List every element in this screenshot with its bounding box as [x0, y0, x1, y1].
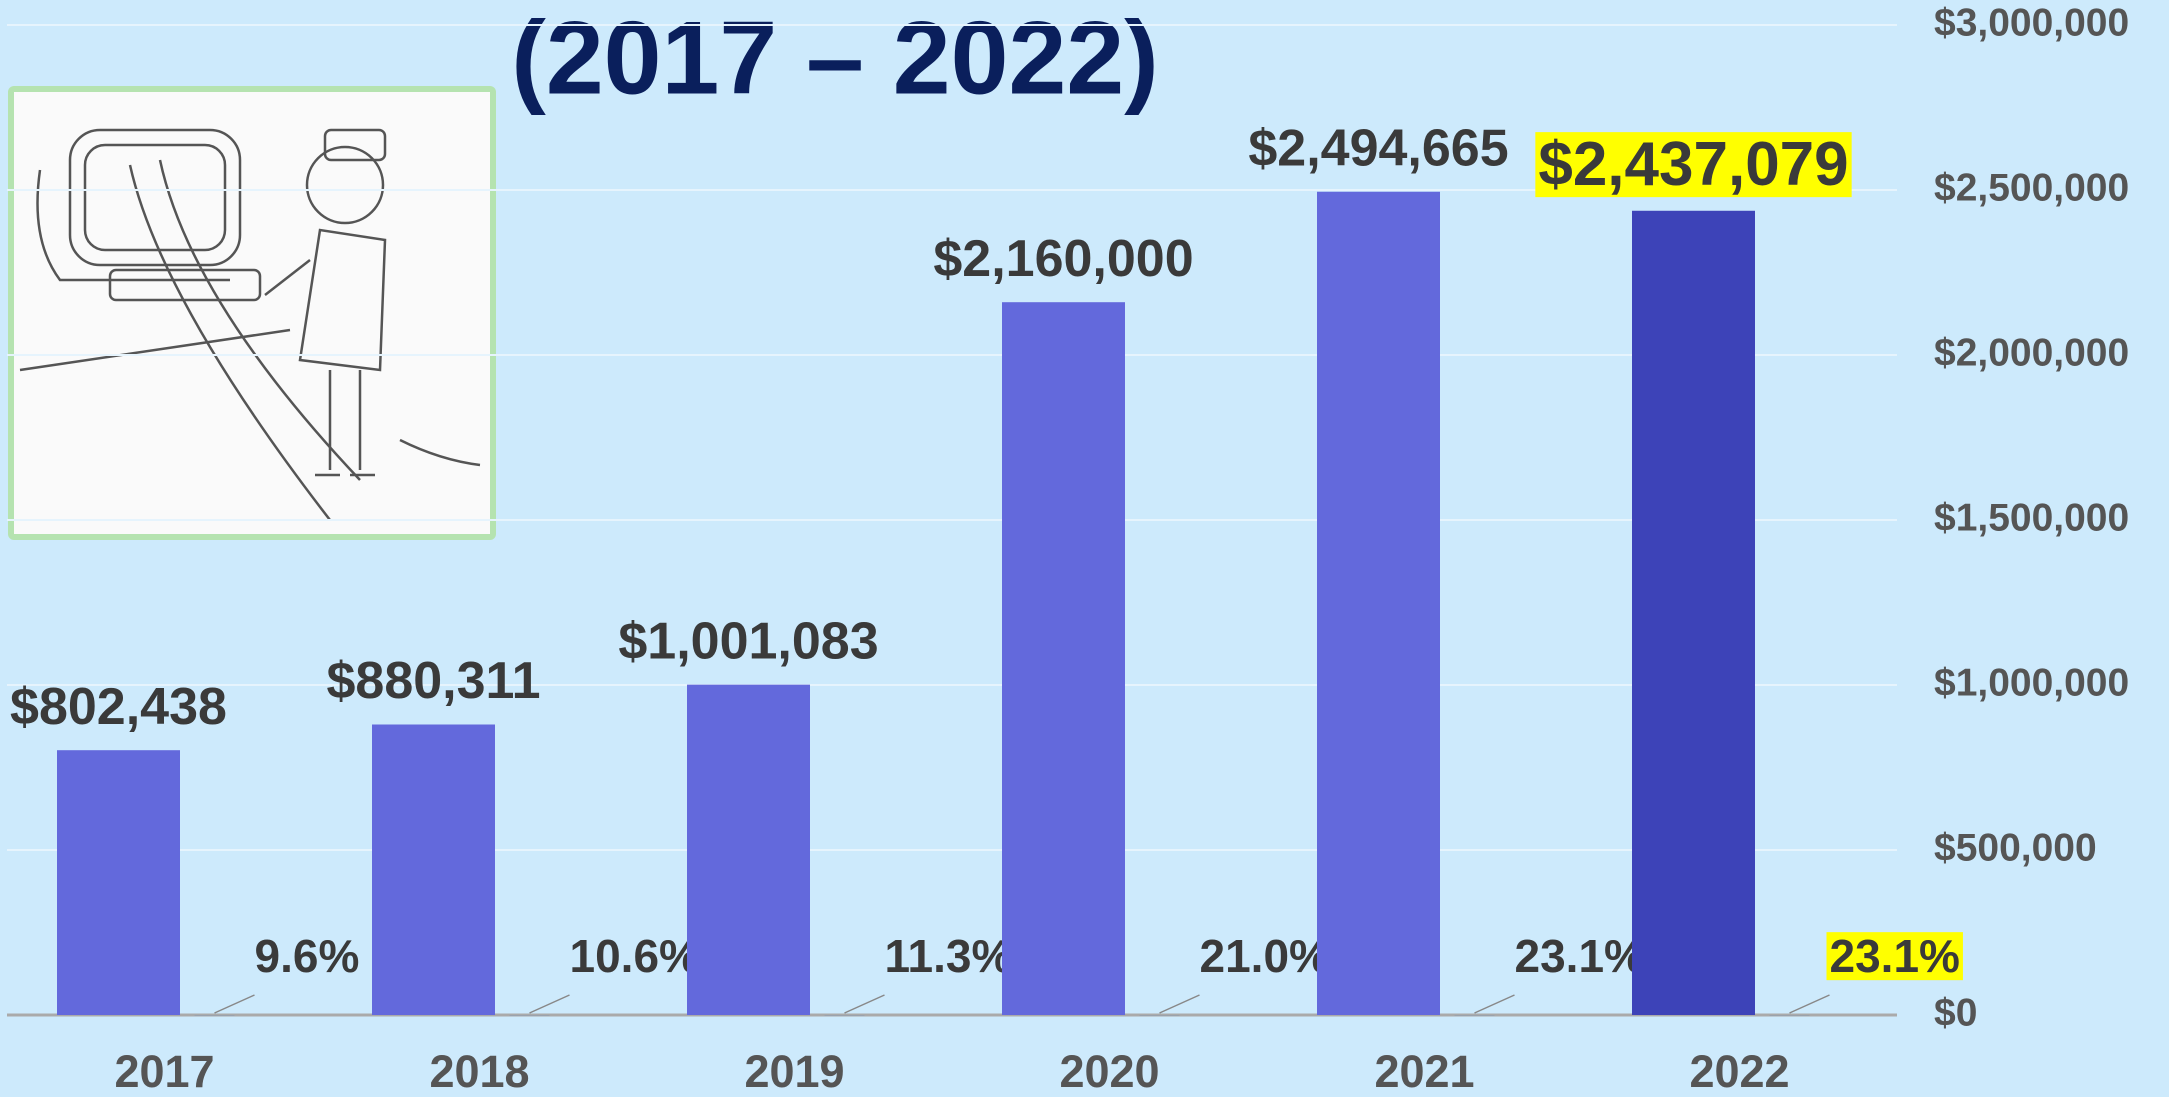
bar: [509, 1014, 550, 1016]
x-tick-label: 2019: [744, 1046, 844, 1097]
x-tick-label: 2021: [1374, 1046, 1474, 1097]
bar: [1769, 1014, 1810, 1016]
y-tick-label: $2,500,000: [1934, 166, 2129, 209]
bar: [687, 684, 810, 1015]
bar: [194, 1014, 235, 1016]
y-tick-label: $3,000,000: [1934, 1, 2129, 44]
data-label: 10.6%: [570, 930, 700, 982]
y-tick-label: $1,000,000: [1934, 661, 2129, 704]
bar: [372, 724, 495, 1015]
data-label: $880,311: [326, 652, 540, 710]
data-label: $2,494,665: [1248, 119, 1508, 177]
leader-line: [214, 994, 255, 1014]
leader-line: [1789, 994, 1830, 1014]
clipart: [8, 86, 496, 540]
x-tick-label: 2022: [1689, 1046, 1789, 1097]
data-label: 21.0%: [1200, 930, 1330, 982]
clipart-drawing: [19, 128, 481, 521]
data-label: 23.1%: [1830, 930, 1960, 982]
label-highlight: [1826, 932, 1963, 981]
leader-line: [529, 994, 570, 1014]
data-label: $1,001,083: [618, 612, 878, 670]
y-tick-label: $500,000: [1934, 826, 2097, 869]
leader-line: [844, 994, 885, 1014]
bar: [57, 750, 180, 1015]
data-label: 11.3%: [885, 930, 1013, 982]
leader-line: [1159, 994, 1200, 1014]
data-label: $2,437,079: [1538, 130, 1848, 199]
chart-title: (2017 – 2022): [511, 0, 1159, 116]
bar: [1632, 210, 1755, 1016]
data-label: 9.6%: [255, 930, 360, 982]
data-label: $2,160,000: [933, 230, 1193, 288]
y-tick-label: $0: [1934, 991, 1977, 1034]
x-tick-label: 2020: [1059, 1046, 1159, 1097]
bar: [1002, 302, 1125, 1015]
data-label: 23.1%: [1515, 930, 1645, 982]
bar: [1317, 191, 1440, 1015]
y-tick-label: $1,500,000: [1934, 496, 2129, 539]
data-label: $802,438: [10, 678, 227, 736]
leader-line: [1474, 994, 1515, 1014]
bar: [1139, 1014, 1180, 1016]
label-highlight: [1535, 132, 1852, 198]
x-tick-label: 2017: [114, 1046, 214, 1097]
clipart-frame: [14, 92, 490, 534]
x-tick-label: 2018: [429, 1046, 529, 1097]
y-tick-label: $2,000,000: [1934, 331, 2129, 374]
bar: [824, 1014, 865, 1016]
bar: [1454, 1014, 1495, 1016]
